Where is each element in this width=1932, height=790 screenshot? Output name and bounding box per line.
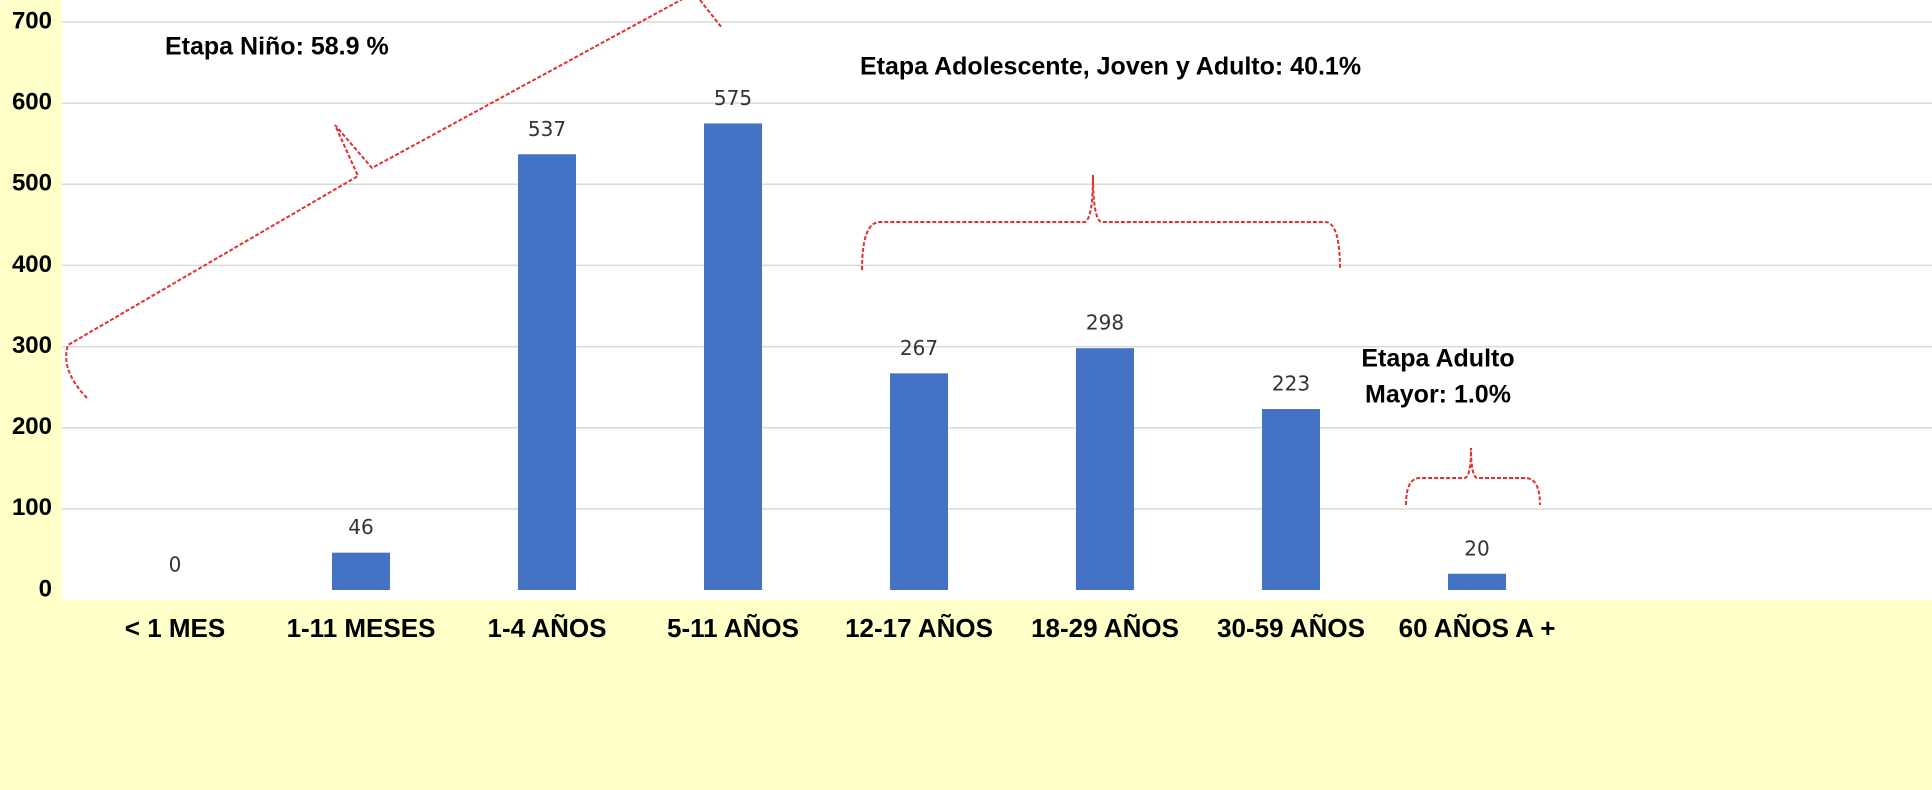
value-label: 223 xyxy=(1272,372,1310,396)
x-tick-label: 1-4 AÑOS xyxy=(488,613,607,643)
y-tick-label: 300 xyxy=(12,332,52,359)
bar xyxy=(1448,573,1506,590)
y-tick-label: 0 xyxy=(39,575,52,602)
y-tick-label: 100 xyxy=(12,494,52,521)
annotation: Etapa Adulto xyxy=(1361,345,1514,373)
plot-area xyxy=(62,0,1932,600)
x-tick-label: 60 AÑOS A + xyxy=(1399,613,1556,643)
value-label: 267 xyxy=(900,336,938,360)
value-label: 575 xyxy=(714,86,752,110)
annotation: Etapa Niño: 58.9 % xyxy=(165,33,389,61)
bar xyxy=(332,552,390,590)
x-tick-label: 12-17 AÑOS xyxy=(845,613,993,643)
x-tick-label: < 1 MES xyxy=(125,613,225,643)
value-label: 0 xyxy=(169,553,182,577)
value-label: 46 xyxy=(348,515,373,539)
x-tick-label: 18-29 AÑOS xyxy=(1031,613,1179,643)
y-tick-label: 400 xyxy=(12,251,52,278)
annotation: Mayor: 1.0% xyxy=(1365,381,1511,409)
y-tick-label: 500 xyxy=(12,170,52,197)
y-tick-label: 600 xyxy=(12,88,52,115)
bar xyxy=(1076,348,1134,590)
x-tick-label: 5-11 AÑOS xyxy=(667,613,799,643)
bar xyxy=(890,373,948,590)
annotation: Etapa Adolescente, Joven y Adulto: 40.1% xyxy=(860,53,1361,81)
value-label: 20 xyxy=(1464,536,1489,560)
y-tick-label: 700 xyxy=(12,7,52,34)
x-tick-label: 1-11 MESES xyxy=(287,613,436,643)
bar xyxy=(704,123,762,590)
marks: 0 100 200 300 400 500 600 700 < 1 MES 0 1-11 MESES… xyxy=(12,7,1932,643)
value-label: 298 xyxy=(1086,311,1124,335)
brace xyxy=(65,0,723,399)
x-tick-label: 30-59 AÑOS xyxy=(1217,613,1365,643)
brace xyxy=(861,174,1341,271)
value-label: 537 xyxy=(528,117,566,141)
y-tick-label: 200 xyxy=(12,413,52,440)
bar xyxy=(518,154,576,590)
bar xyxy=(1262,409,1320,590)
brace xyxy=(1405,447,1541,506)
